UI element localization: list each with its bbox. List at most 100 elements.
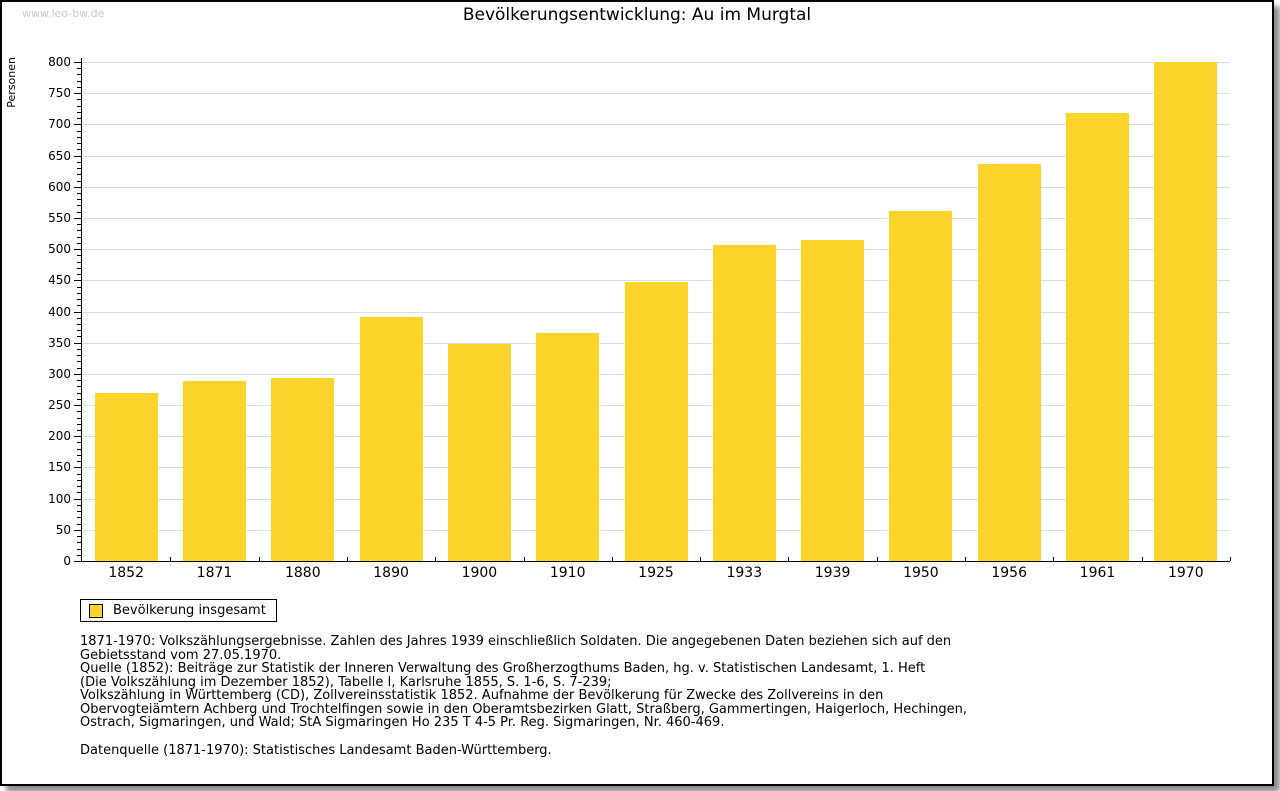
y-minor-tick-40	[77, 536, 81, 538]
watermark-leo-bw: www.leo-bw.de	[22, 7, 105, 20]
y-minor-tick-490	[77, 255, 81, 257]
y-minor-tick-360	[77, 336, 81, 338]
bar-1950	[889, 210, 953, 561]
y-tick-label-350: 350	[48, 335, 71, 350]
x-boundary-tick-4	[435, 557, 436, 561]
y-minor-tick-580	[77, 199, 81, 201]
x-category-label-1970: 1970	[1167, 565, 1204, 581]
y-minor-tick-60	[77, 523, 81, 525]
y-tick-label-800: 800	[48, 55, 71, 69]
x-category-label-1900: 1900	[461, 565, 498, 581]
bar-1933	[712, 245, 776, 561]
bar-chart-plot-area: 0 50 100 150 200 250 300 350 400 450 500 550 600 650 7…	[48, 55, 1231, 581]
y-minor-tick-340	[77, 348, 81, 350]
y-minor-tick-390	[77, 317, 81, 319]
footnote-line-7: Ostrach, Sigmaringen, und Wald; StA Sigm…	[80, 715, 725, 730]
x-boundary-tick-10	[965, 557, 966, 561]
footnotes-block: 1871-1970: Volkszählungsergebnisse. Zahl…	[80, 635, 967, 757]
x-boundary-tick-11	[1053, 557, 1054, 561]
bar-1956	[977, 163, 1041, 561]
y-minor-tick-410	[77, 305, 81, 307]
x-boundary-tick-7	[700, 557, 701, 561]
x-category-label-1852: 1852	[108, 565, 145, 581]
y-minor-tick-520	[77, 236, 81, 238]
y-axis-line	[81, 58, 82, 562]
y-tick-label-250: 250	[48, 398, 71, 413]
gridline-650	[82, 155, 1230, 157]
y-tick-label-700: 700	[48, 117, 71, 132]
y-major-tick-350	[74, 342, 81, 344]
y-minor-tick-240	[77, 411, 81, 413]
x-category-label-1933: 1933	[726, 565, 763, 581]
y-minor-tick-170	[77, 454, 81, 456]
y-minor-tick-670	[77, 143, 81, 145]
y-minor-tick-380	[77, 323, 81, 325]
y-minor-tick-740	[77, 99, 81, 101]
y-major-tick-0	[74, 561, 81, 562]
y-minor-tick-660	[77, 149, 81, 151]
y-minor-tick-610	[77, 180, 81, 182]
x-category-label-1910: 1910	[549, 565, 586, 581]
x-boundary-tick-13	[1230, 557, 1231, 561]
bar-1961	[1066, 113, 1129, 561]
y-major-tick-50	[74, 529, 81, 531]
y-minor-tick-20	[77, 548, 81, 550]
y-major-tick-500	[74, 249, 81, 251]
y-tick-label-600: 600	[48, 179, 71, 194]
bar-1871	[183, 381, 246, 561]
bar-1900	[447, 343, 511, 561]
gridline-550	[82, 217, 1230, 219]
y-minor-tick-220	[77, 423, 81, 425]
y-minor-tick-280	[77, 386, 81, 388]
y-minor-tick-570	[77, 205, 81, 207]
bar-1910	[536, 333, 600, 561]
y-axis-title: Personen	[5, 57, 18, 108]
y-minor-tick-760	[77, 86, 81, 88]
y-minor-tick-90	[77, 504, 81, 506]
y-minor-tick-30	[77, 542, 81, 544]
y-major-tick-250	[74, 405, 81, 407]
y-minor-tick-260	[77, 398, 81, 400]
gridline-500	[82, 249, 1230, 251]
y-tick-label-650: 650	[48, 148, 71, 163]
y-minor-tick-560	[77, 211, 81, 213]
y-minor-tick-790	[77, 68, 81, 70]
y-tick-label-450: 450	[48, 273, 71, 288]
x-category-label-1871: 1871	[196, 565, 233, 581]
y-minor-tick-210	[77, 430, 81, 431]
y-minor-tick-270	[77, 392, 81, 394]
legend: Bevölkerung insgesamt	[80, 599, 277, 622]
y-minor-tick-120	[77, 486, 81, 488]
y-minor-tick-510	[77, 242, 81, 244]
y-major-tick-400	[74, 311, 81, 313]
x-category-label-1961: 1961	[1079, 565, 1116, 581]
page-title: Bevölkerungsentwicklung: Au im Murgtal	[462, 5, 812, 25]
y-tick-label-750: 750	[48, 86, 71, 101]
x-boundary-tick-5	[524, 557, 525, 561]
y-minor-tick-320	[77, 361, 81, 363]
gridline-600	[82, 186, 1230, 188]
y-minor-tick-440	[77, 286, 81, 288]
footnote-line-3: Quelle (1852): Beiträge zur Statistik de…	[80, 661, 926, 676]
gridline-800	[82, 62, 1230, 63]
x-boundary-tick-9	[877, 557, 878, 561]
y-major-tick-750	[74, 93, 81, 95]
bar-1890	[359, 317, 423, 561]
y-tick-label-50: 50	[55, 522, 71, 537]
footnote-line-6: Obervogteiämtern Achberg und Trochtelfin…	[80, 701, 968, 717]
x-category-label-1939: 1939	[814, 565, 851, 581]
y-minor-tick-80	[77, 511, 81, 513]
y-minor-tick-160	[77, 461, 81, 463]
x-boundary-tick-8	[788, 557, 789, 561]
y-minor-tick-540	[77, 224, 81, 226]
bar-1880	[271, 377, 335, 561]
y-minor-tick-110	[77, 492, 81, 494]
y-major-tick-550	[74, 217, 81, 219]
y-minor-tick-720	[77, 111, 81, 113]
y-minor-tick-370	[77, 330, 81, 332]
x-boundary-tick-6	[612, 557, 613, 561]
y-minor-tick-640	[77, 161, 81, 163]
y-minor-tick-480	[77, 261, 81, 263]
